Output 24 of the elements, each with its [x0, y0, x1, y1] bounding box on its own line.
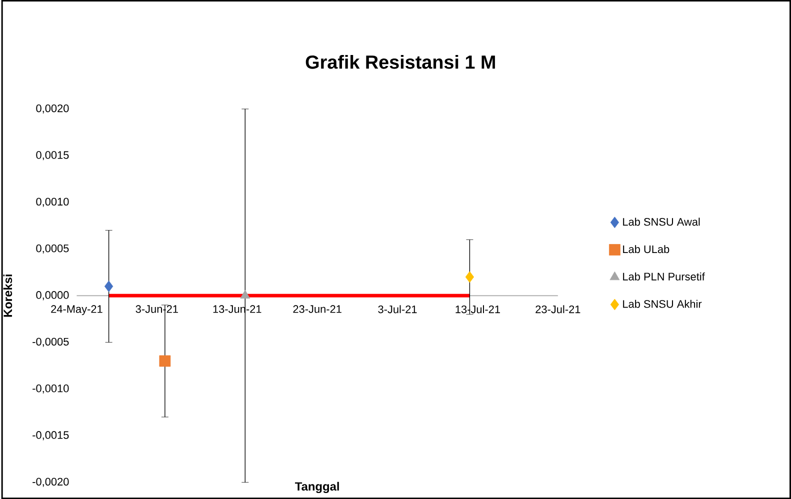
point — [159, 355, 171, 367]
legend-label: Lab ULab — [623, 245, 670, 254]
y-tick-label: 0,0020 — [36, 104, 69, 114]
y-tick-label: 0,0005 — [36, 244, 69, 254]
legend-label: Lab SNSU Akhir — [623, 300, 702, 308]
y-tick-label: 0,0010 — [36, 198, 69, 207]
point — [240, 290, 250, 299]
y-tick-label: 0,0015 — [36, 151, 69, 160]
y-tick-label: -0,0015 — [32, 431, 69, 440]
y-tick-label: -0,0005 — [32, 338, 69, 347]
y-axis-title: Koreksi — [3, 274, 12, 317]
point — [465, 271, 474, 283]
x-tick-label: 3-Jul-21 — [378, 305, 417, 314]
x-tick-label: 23-Jun-21 — [293, 305, 342, 313]
chart-title: Grafik Resistansi 1 M — [306, 54, 495, 69]
legend-label: Lab SNSU Awal — [623, 218, 700, 226]
y-tick-label: 0,0000 — [36, 291, 69, 300]
y-tick-label: -0,0010 — [32, 384, 69, 394]
x-tick-label: 24-May-21 — [51, 305, 102, 315]
y-tick-label: -0,0020 — [32, 478, 69, 487]
legend-label: Lab PLN Pursetif — [623, 272, 705, 280]
point — [104, 280, 114, 292]
x-axis-title: Tanggal — [295, 482, 339, 493]
x-tick-label: 23-Jul-21 — [536, 305, 580, 314]
